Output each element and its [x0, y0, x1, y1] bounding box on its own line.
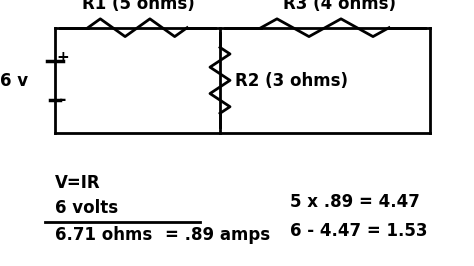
- Text: 6.71 ohms: 6.71 ohms: [55, 226, 152, 244]
- Text: R1 (5 ohms): R1 (5 ohms): [82, 0, 194, 13]
- Text: -: -: [59, 91, 67, 109]
- Text: 6 - 4.47 = 1.53: 6 - 4.47 = 1.53: [290, 222, 428, 240]
- Text: 5 x .89 = 4.47: 5 x .89 = 4.47: [290, 193, 420, 211]
- Text: R2 (3 ohms): R2 (3 ohms): [235, 72, 348, 90]
- Text: 6 volts: 6 volts: [55, 199, 118, 217]
- Text: R3 (4 ohms): R3 (4 ohms): [283, 0, 396, 13]
- Text: = .89 amps: = .89 amps: [165, 226, 270, 244]
- Text: 6 v: 6 v: [0, 72, 28, 90]
- Text: V=IR: V=IR: [55, 174, 100, 192]
- Text: +: +: [56, 50, 69, 65]
